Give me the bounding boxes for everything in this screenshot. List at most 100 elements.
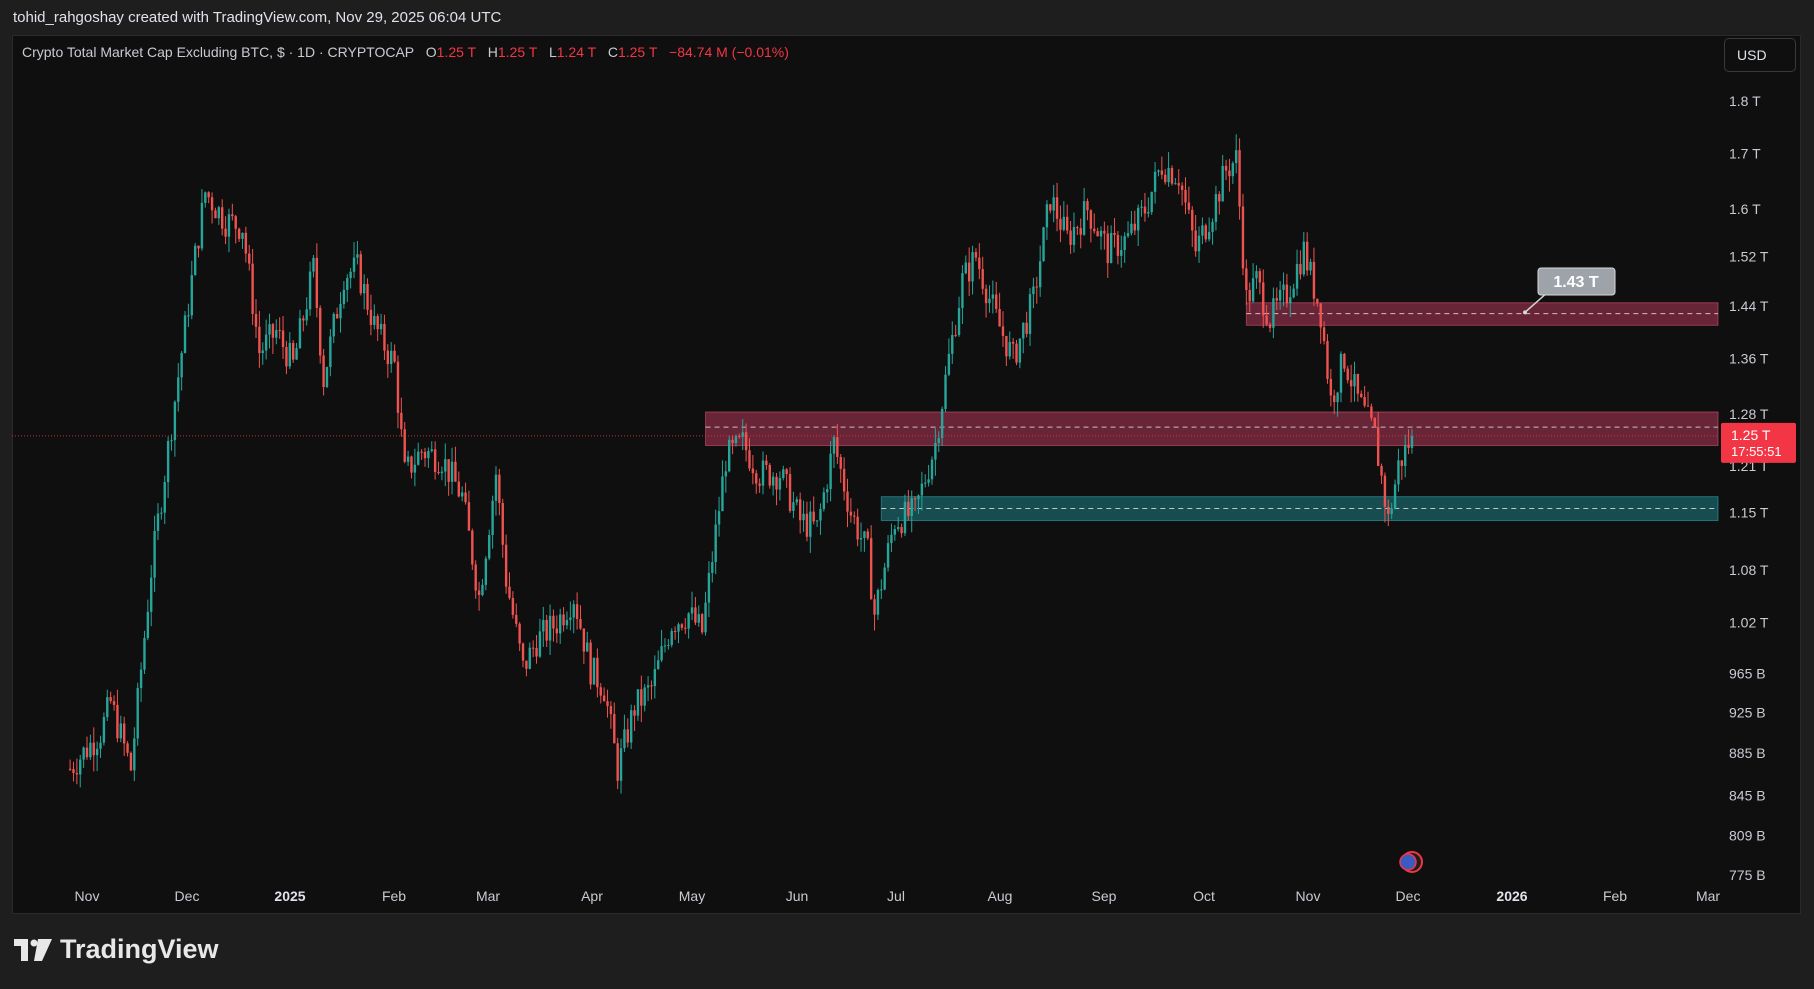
candle-body xyxy=(99,742,102,749)
candle xyxy=(575,592,579,630)
time-tick-label: Jul xyxy=(887,888,905,904)
candle xyxy=(1289,285,1292,317)
candle-body xyxy=(1136,207,1140,231)
candle-body xyxy=(697,614,700,623)
candle xyxy=(1312,247,1316,306)
candle xyxy=(1373,417,1376,428)
candle-body xyxy=(126,743,129,753)
candle-body xyxy=(180,353,183,378)
candle xyxy=(1218,191,1221,215)
candle-body xyxy=(1336,392,1339,403)
candle xyxy=(437,461,440,475)
candle-body xyxy=(241,232,244,239)
candle-body xyxy=(1143,206,1147,214)
candle-body xyxy=(315,257,319,308)
candle-body xyxy=(281,330,285,347)
price-tick-label: 965 B xyxy=(1729,666,1766,682)
candle-body xyxy=(663,645,667,647)
candle xyxy=(1262,269,1265,328)
candle xyxy=(809,501,812,553)
candle-body xyxy=(1258,271,1262,283)
candle-body xyxy=(565,619,569,626)
candle xyxy=(85,736,89,760)
candle-body xyxy=(1160,170,1164,175)
candle-body xyxy=(122,723,126,744)
candle xyxy=(1164,169,1167,185)
candle-body xyxy=(1049,204,1052,211)
candle xyxy=(302,315,305,332)
candle-body xyxy=(1005,335,1008,357)
candle-body xyxy=(724,471,728,477)
price-axis: 1.8 T 1.7 T 1.6 T 1.52 T 1.44 T 1.36 T 1.28 T 1… xyxy=(1721,93,1796,883)
candle xyxy=(417,442,420,466)
candle xyxy=(119,715,122,743)
candle xyxy=(423,447,427,467)
candle xyxy=(971,245,974,295)
candles-layer xyxy=(68,134,1414,794)
candle xyxy=(758,478,761,493)
candle-body xyxy=(886,543,890,568)
candle-body xyxy=(629,710,633,743)
candle-body xyxy=(261,350,264,354)
candle xyxy=(214,207,217,219)
candle xyxy=(1062,201,1066,232)
candle-body xyxy=(1360,393,1363,397)
candle-body xyxy=(680,624,684,628)
candle-body xyxy=(1184,189,1187,203)
candle-body xyxy=(190,275,193,316)
candle xyxy=(660,629,663,663)
candle xyxy=(721,460,724,512)
candle xyxy=(454,446,457,482)
candle xyxy=(1022,322,1025,354)
candle-body xyxy=(1069,230,1072,245)
candle-body xyxy=(673,631,677,633)
candle-body xyxy=(1349,380,1353,387)
candle xyxy=(251,248,254,325)
candle xyxy=(501,498,504,558)
candle xyxy=(403,421,406,464)
candle xyxy=(1103,221,1106,250)
candle-body xyxy=(1035,286,1038,288)
candle xyxy=(988,285,991,313)
candle-body xyxy=(859,537,863,540)
candle xyxy=(643,684,646,712)
candle-body xyxy=(1153,171,1157,192)
candle-body xyxy=(1218,194,1221,202)
candle xyxy=(609,701,613,729)
candle-body xyxy=(494,474,498,501)
candle-body xyxy=(967,262,971,282)
candle xyxy=(261,342,264,365)
candle xyxy=(1086,198,1089,221)
candle xyxy=(197,245,200,258)
candle xyxy=(967,247,971,296)
candle xyxy=(1407,429,1410,455)
candle xyxy=(775,472,778,506)
candle-body xyxy=(961,273,964,309)
currency-button[interactable]: USD xyxy=(1724,38,1796,72)
candle-body xyxy=(285,346,288,367)
candle-body xyxy=(765,460,768,465)
candle xyxy=(346,274,349,303)
candle-body xyxy=(129,752,133,771)
candle xyxy=(156,503,160,541)
candle-body xyxy=(643,687,646,706)
candle xyxy=(1268,322,1272,333)
candle-body xyxy=(1140,206,1143,208)
candle-body xyxy=(1167,168,1170,183)
candle xyxy=(832,434,836,468)
candle xyxy=(1231,161,1235,184)
candle-body xyxy=(1032,286,1035,295)
chart-frame[interactable] xyxy=(12,35,1801,914)
candle-body xyxy=(1299,263,1302,275)
candle-body xyxy=(826,489,829,493)
candle-body xyxy=(518,623,521,644)
candle xyxy=(822,487,826,512)
candle xyxy=(711,551,714,583)
candle-body xyxy=(1346,368,1349,381)
candle xyxy=(231,203,234,221)
candle xyxy=(619,738,623,794)
tradingview-logo[interactable]: TradingView xyxy=(14,934,219,965)
candle xyxy=(410,455,413,479)
candle xyxy=(248,244,251,271)
